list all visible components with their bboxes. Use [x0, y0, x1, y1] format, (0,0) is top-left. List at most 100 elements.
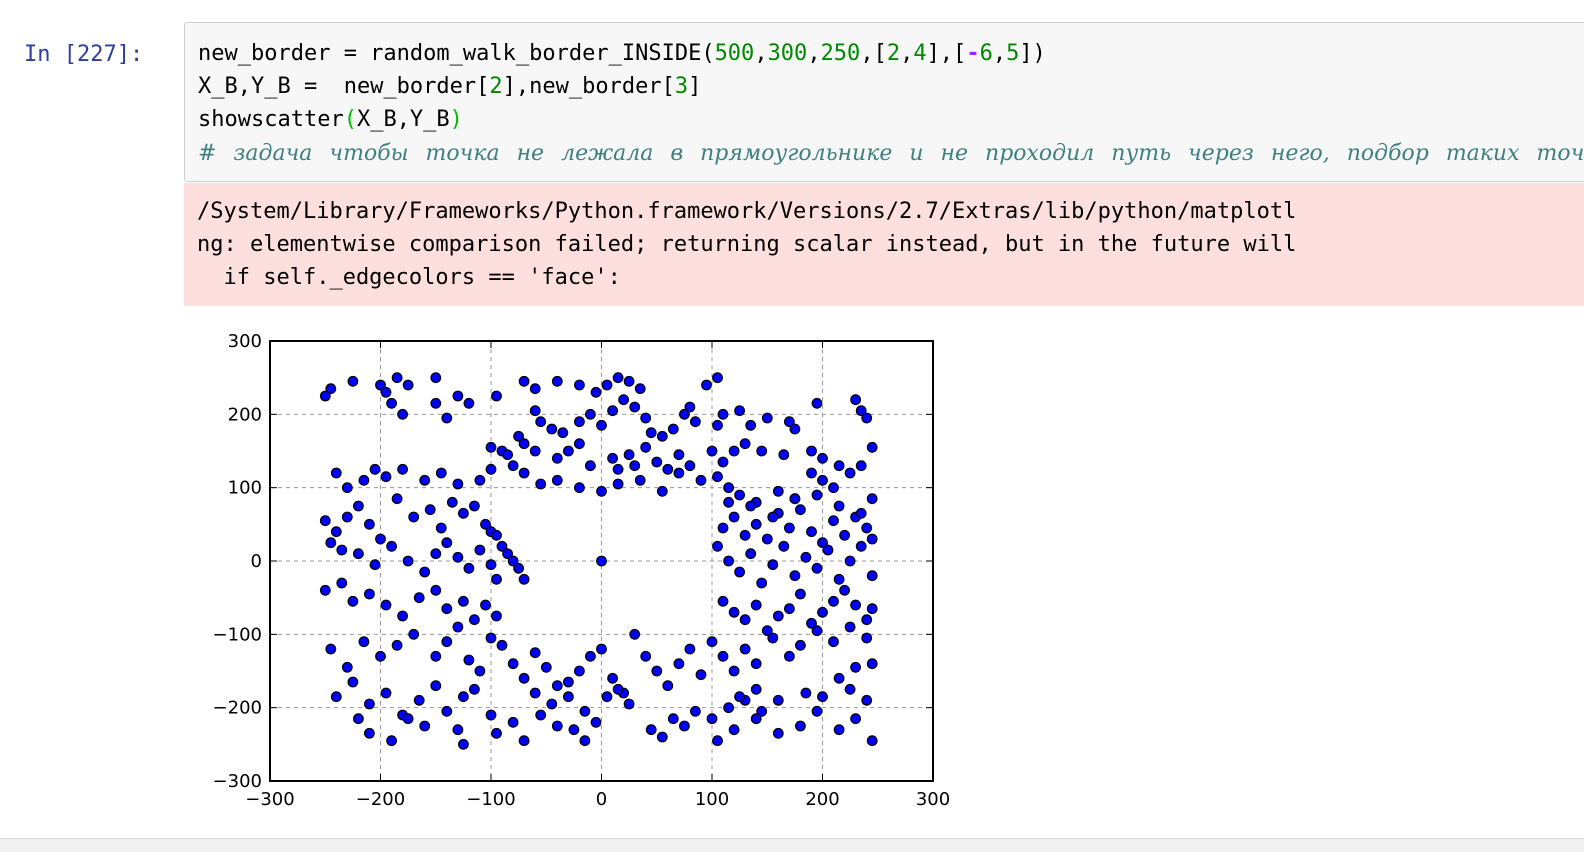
scatter-point: [363, 518, 375, 530]
scatter-point: [369, 463, 381, 475]
scatter-point: [380, 599, 392, 611]
scatter-point: [673, 467, 685, 479]
scatter-point: [712, 372, 723, 384]
scatter-point: [391, 372, 403, 384]
scatter-point: [319, 515, 331, 527]
scatter-point: [380, 471, 392, 483]
scatter-point: [717, 522, 729, 534]
scatter-point: [507, 716, 519, 728]
scatter-point: [319, 390, 331, 402]
scatter-point: [789, 493, 801, 505]
y-axis-ticks: 300 200 100 0 −100 −200 −300: [213, 331, 933, 792]
scatter-point: [695, 669, 707, 681]
scatter-point: [601, 379, 613, 391]
scatter-point: [502, 548, 514, 560]
code-comment: # задача чтобы точка не лежала в прямоуг…: [198, 141, 1584, 166]
scatter-point: [855, 507, 867, 519]
scatter-point: [728, 511, 740, 523]
scatter-point: [551, 474, 563, 486]
scatter-point: [518, 735, 530, 747]
scatter-point: [723, 555, 734, 567]
scatter-point: [772, 727, 784, 739]
scatter-point: [629, 628, 641, 640]
scatter-point: [386, 735, 398, 747]
scatter-point: [817, 606, 828, 618]
scatter-point: [336, 544, 348, 556]
scatter-point: [767, 559, 779, 571]
x-tick-label: −100: [466, 789, 515, 810]
scatter-point: [496, 639, 508, 651]
scatter-point: [728, 724, 740, 736]
scatter-point: [673, 449, 685, 461]
stderr-output: /System/Library/Frameworks/Python.framew…: [184, 183, 1584, 306]
scatter-point: [866, 658, 878, 670]
scatter-point: [750, 658, 762, 670]
scatter-point: [325, 383, 337, 395]
scatter-point: [518, 467, 530, 479]
scatter-point: [469, 683, 480, 695]
scatter-point: [806, 445, 817, 457]
scatter-point: [325, 643, 337, 655]
scatter-point: [795, 720, 806, 732]
code-line-3: showscatter(X_B,Y_B): [198, 103, 463, 136]
scatter-point: [529, 383, 541, 395]
scatter-point: [844, 683, 856, 695]
scatter-point: [375, 533, 386, 545]
scatter-point: [866, 735, 878, 747]
scatter-points: [319, 372, 878, 750]
scatter-point: [861, 694, 873, 706]
scatter-point: [789, 423, 801, 435]
scatter-point: [369, 559, 381, 571]
code-number: 500: [714, 41, 755, 66]
scatter-point: [784, 522, 795, 534]
scatter-point: [391, 639, 403, 651]
scatter-point: [590, 386, 602, 398]
scatter-point: [850, 713, 861, 725]
scatter-point: [546, 698, 558, 710]
scatter-point: [640, 650, 652, 662]
scatter-point: [734, 566, 745, 578]
scatter-point: [551, 375, 563, 387]
scatter-point: [452, 478, 464, 490]
scatter-point: [430, 372, 442, 384]
scatter-point: [772, 485, 784, 497]
code-operator: -: [966, 41, 980, 66]
input-prompt: In [227]:: [24, 42, 144, 67]
scatter-point: [767, 511, 779, 523]
scatter-point: [712, 471, 723, 483]
scatter-point: [596, 555, 607, 567]
scatter-point: [458, 507, 469, 519]
scatter-point: [607, 405, 619, 417]
scatter-point: [430, 680, 442, 692]
scatter-point: [347, 595, 359, 607]
scatter-point: [574, 665, 585, 677]
scatter-point: [441, 537, 453, 549]
scatter-point: [546, 423, 558, 435]
scatter-point: [756, 577, 768, 589]
code-token: X_B,Y_B: [356, 107, 450, 132]
scatter-point: [474, 665, 486, 677]
scatter-point: [839, 529, 850, 541]
scatter-point: [441, 636, 453, 648]
scatter-point: [645, 427, 657, 439]
scatter-point: [408, 628, 420, 640]
y-tick-label: −200: [213, 698, 262, 719]
scatter-point: [563, 445, 574, 457]
x-axis-ticks: −300 −200 −100 0 100 200 300: [245, 341, 950, 810]
scatter-point: [386, 397, 398, 409]
scatter-point: [612, 478, 624, 490]
scatter-point: [784, 650, 795, 662]
code-token: X_B,Y_B = new_border[: [198, 74, 490, 99]
code-token: ,: [754, 41, 768, 66]
code-input-cell[interactable]: new_border = random_walk_border_INSIDE(5…: [184, 22, 1584, 182]
x-tick-label: −300: [245, 789, 294, 810]
scatter-point: [540, 661, 552, 673]
scatter-point: [551, 720, 563, 732]
scatter-point: [855, 405, 867, 417]
scatter-plot-output: −300 −200 −100 0 100 200 300 300 200 100 0 −100 −20…: [184, 320, 984, 820]
scatter-point: [529, 445, 541, 457]
scatter-point: [806, 617, 817, 629]
scatter-point: [319, 584, 331, 596]
code-token: ,[: [860, 41, 887, 66]
scatter-point: [563, 691, 574, 703]
